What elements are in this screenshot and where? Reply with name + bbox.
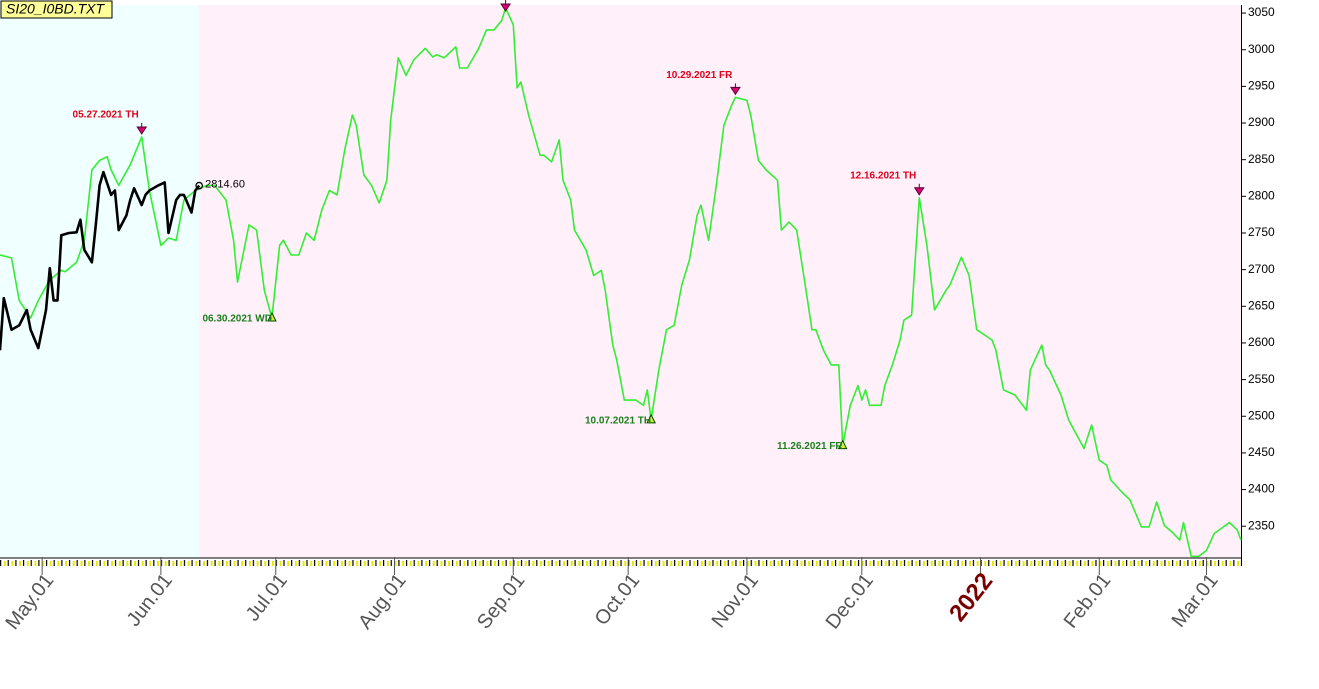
y-tick-label: 2900	[1248, 115, 1275, 129]
top-marker	[500, 0, 512, 12]
x-tick-label: Oct.01	[591, 570, 645, 630]
annotation-label: 05.27.2021 TH	[73, 110, 139, 121]
bottom-marker	[267, 311, 277, 322]
annotation-label: 10.29.2021 FR	[666, 70, 733, 81]
y-tick-label: 2400	[1248, 482, 1275, 496]
top-marker	[913, 183, 925, 196]
y-tick-label: 2850	[1248, 152, 1275, 166]
x-tick-label: Jun.01	[123, 570, 177, 631]
title-box	[0, 0, 113, 19]
series-line	[0, 7, 1242, 558]
x-tick-label: Feb.01	[1060, 570, 1116, 633]
annotation-label: 06.30.2021 WD	[202, 314, 272, 325]
y-tick-label: 2950	[1248, 79, 1275, 93]
y-tick-label: 3050	[1248, 5, 1275, 19]
y-tick-label: 2450	[1248, 445, 1275, 459]
series-line	[0, 170, 201, 351]
top-marker	[729, 83, 741, 96]
x-tick-label: May.01	[1, 570, 58, 634]
chart-title: SI20_I0BD.TXT	[6, 1, 105, 17]
top-marker	[136, 122, 148, 135]
x-tick-label: Sep.01	[473, 570, 529, 633]
value-label: 2814.60	[205, 179, 245, 191]
y-tick-label: 2550	[1248, 372, 1275, 386]
x-tick-label: Dec.01	[822, 570, 878, 633]
y-tick-label: 2350	[1248, 518, 1275, 532]
y-tick-label: 2600	[1248, 335, 1275, 349]
bottom-marker	[837, 439, 848, 450]
y-tick-label: 2650	[1248, 298, 1275, 312]
x-tick-label: Jul.01	[242, 570, 292, 626]
x-tick-label: Mar.01	[1168, 570, 1223, 632]
x-tick-label: Aug.01	[354, 570, 410, 633]
x-tick-label: Nov.01	[708, 570, 763, 632]
y-tick-label: 2700	[1248, 262, 1275, 276]
annotation-label: 12.16.2021 TH	[850, 170, 916, 181]
forecast-background	[0, 5, 1241, 557]
annotation-label: 10.07.2021 TH	[585, 416, 651, 427]
y-tick-label: 2800	[1248, 189, 1275, 203]
last-point-marker	[195, 181, 204, 190]
annotation-label: 11.26.2021 FR	[777, 441, 843, 452]
actual-background	[0, 5, 200, 557]
day-ruler	[0, 559, 1241, 566]
y-tick-label: 3000	[1248, 42, 1275, 56]
bottom-marker	[646, 413, 656, 424]
y-tick-label: 2750	[1248, 225, 1275, 239]
y-tick-label: 2500	[1248, 408, 1275, 422]
x-tick-label: 2022	[944, 568, 998, 627]
